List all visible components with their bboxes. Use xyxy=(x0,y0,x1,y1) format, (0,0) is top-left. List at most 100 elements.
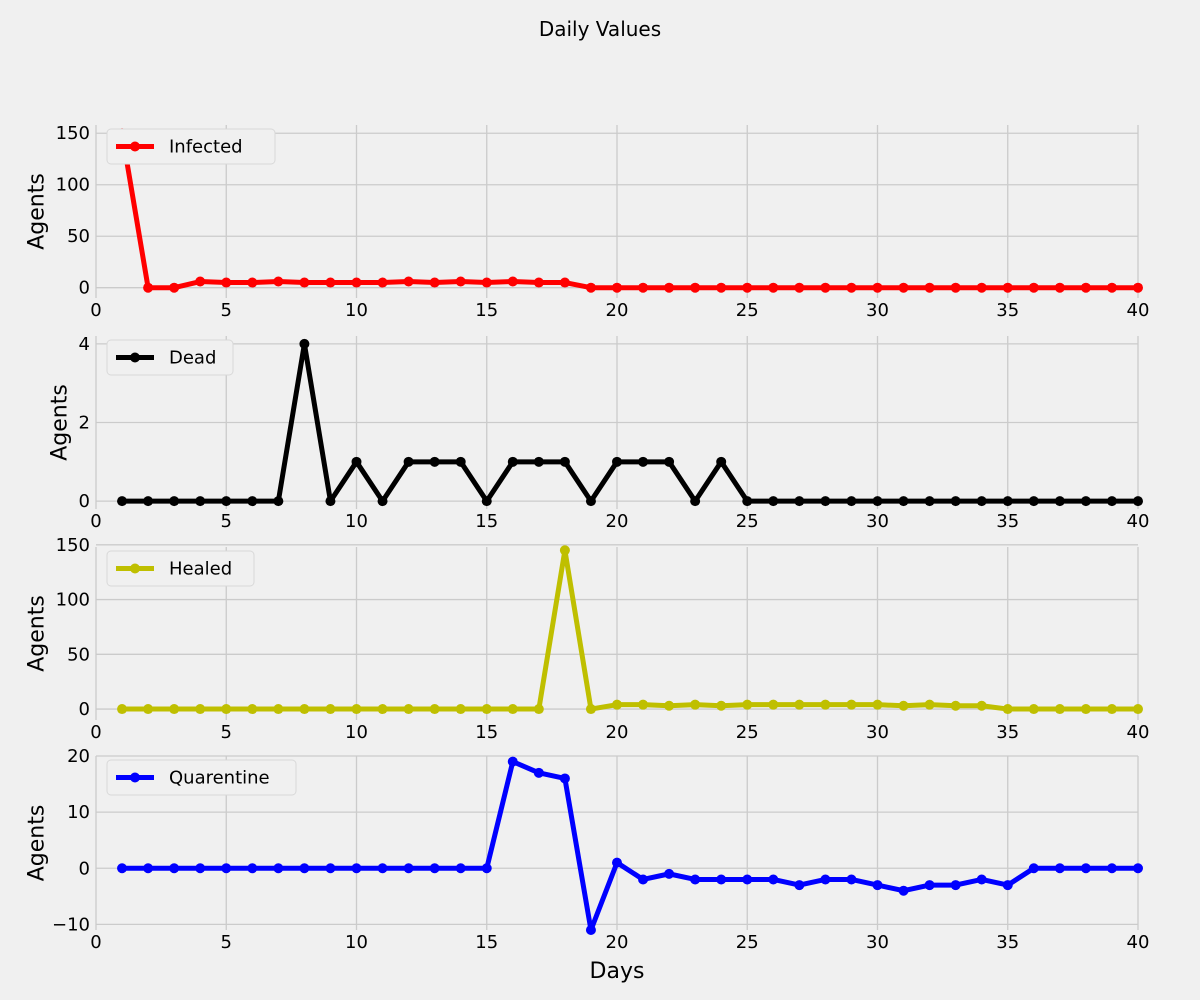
x-tick-label: 25 xyxy=(736,722,759,743)
data-point xyxy=(273,276,284,287)
x-tick-label: 30 xyxy=(866,300,889,321)
y-tick-label: 150 xyxy=(56,123,90,144)
data-point xyxy=(507,456,518,467)
series-line-infected xyxy=(119,130,1141,291)
x-tick-label: 40 xyxy=(1127,300,1150,321)
x-tick-label: 5 xyxy=(221,932,232,953)
data-point xyxy=(1106,863,1117,874)
data-point xyxy=(1028,704,1039,715)
data-point xyxy=(924,282,935,293)
data-point xyxy=(585,704,596,715)
x-tick-label: 30 xyxy=(866,511,889,532)
data-point xyxy=(195,704,206,715)
legend-box xyxy=(106,128,276,165)
x-tick-label: 0 xyxy=(90,722,101,743)
legend-box xyxy=(106,339,234,376)
data-point xyxy=(924,880,935,891)
series-line-healed xyxy=(119,547,1141,712)
x-tick-label: 30 xyxy=(866,722,889,743)
subplot-infected: 0 5 10 15 20 25 30 35 40 0 50 100 150 Agents Infected xyxy=(25,123,1150,321)
data-point xyxy=(559,545,570,556)
data-point xyxy=(716,282,727,293)
legend-marker-swatch xyxy=(130,141,140,152)
data-point xyxy=(559,773,570,784)
legend-label: Infected xyxy=(169,137,243,158)
data-point xyxy=(1106,704,1117,715)
data-point xyxy=(690,874,701,885)
data-point xyxy=(195,863,206,874)
legend-marker-swatch xyxy=(130,563,140,574)
data-point xyxy=(377,704,388,715)
data-point xyxy=(507,276,518,287)
figure-title: Daily Values xyxy=(539,17,661,41)
data-point xyxy=(1054,496,1065,507)
series-line-quarentine xyxy=(119,759,1141,933)
data-point xyxy=(169,704,180,715)
data-point xyxy=(273,863,284,874)
data-point xyxy=(820,496,831,507)
data-point xyxy=(221,277,232,288)
data-point xyxy=(742,496,753,507)
legend-box xyxy=(106,550,255,587)
data-point xyxy=(1133,496,1143,507)
y-tick-label: 150 xyxy=(56,535,90,556)
subplot-dead: 0 5 10 15 20 25 30 35 40 0 2 4 Agents Dead xyxy=(48,334,1150,532)
data-point xyxy=(351,704,362,715)
data-point xyxy=(872,496,883,507)
data-point xyxy=(455,704,466,715)
data-point xyxy=(820,699,831,710)
x-tick-label: 15 xyxy=(475,300,498,321)
data-point xyxy=(455,456,466,467)
data-point xyxy=(1080,704,1091,715)
data-point xyxy=(690,699,701,710)
data-point xyxy=(1028,282,1039,293)
x-tick-label: 20 xyxy=(606,722,629,743)
data-point xyxy=(403,456,414,467)
data-point xyxy=(429,456,440,467)
legend: Healed xyxy=(106,550,255,587)
data-point xyxy=(846,282,857,293)
data-point xyxy=(794,880,805,891)
data-point xyxy=(1054,282,1065,293)
x-tick-label: 25 xyxy=(736,932,759,953)
data-point xyxy=(585,496,596,507)
x-tick-label: 35 xyxy=(996,300,1019,321)
data-point xyxy=(247,863,258,874)
data-point xyxy=(143,496,154,507)
data-point xyxy=(716,700,727,711)
series-line-dead xyxy=(119,341,1141,504)
data-point xyxy=(299,863,310,874)
x-tick-label: 10 xyxy=(345,722,368,743)
data-point xyxy=(507,756,518,767)
data-point xyxy=(429,704,440,715)
x-tick-label: 40 xyxy=(1127,932,1150,953)
data-point xyxy=(716,456,727,467)
legend-box xyxy=(106,759,297,796)
x-tick-label: 35 xyxy=(996,722,1019,743)
data-point xyxy=(690,282,701,293)
data-point xyxy=(742,699,753,710)
x-tick-label: 10 xyxy=(345,932,368,953)
data-point xyxy=(377,277,388,288)
data-point xyxy=(455,863,466,874)
data-point xyxy=(846,496,857,507)
data-point xyxy=(143,863,154,874)
data-point xyxy=(1028,863,1039,874)
x-tick-label: 15 xyxy=(475,932,498,953)
data-point xyxy=(429,863,440,874)
data-point xyxy=(820,282,831,293)
y-axis-label: Agents xyxy=(25,805,50,882)
data-point xyxy=(169,496,180,507)
y-axis-label: Agents xyxy=(48,384,73,461)
data-point xyxy=(221,496,232,507)
data-point xyxy=(377,863,388,874)
y-tick-label: −10 xyxy=(52,914,90,935)
legend-marker-swatch xyxy=(130,772,140,783)
data-point xyxy=(429,277,440,288)
y-tick-label: 0 xyxy=(79,491,90,512)
data-point xyxy=(1080,863,1091,874)
data-point xyxy=(794,282,805,293)
data-point xyxy=(1002,880,1013,891)
legend: Quarentine xyxy=(106,759,297,796)
data-point xyxy=(950,282,961,293)
